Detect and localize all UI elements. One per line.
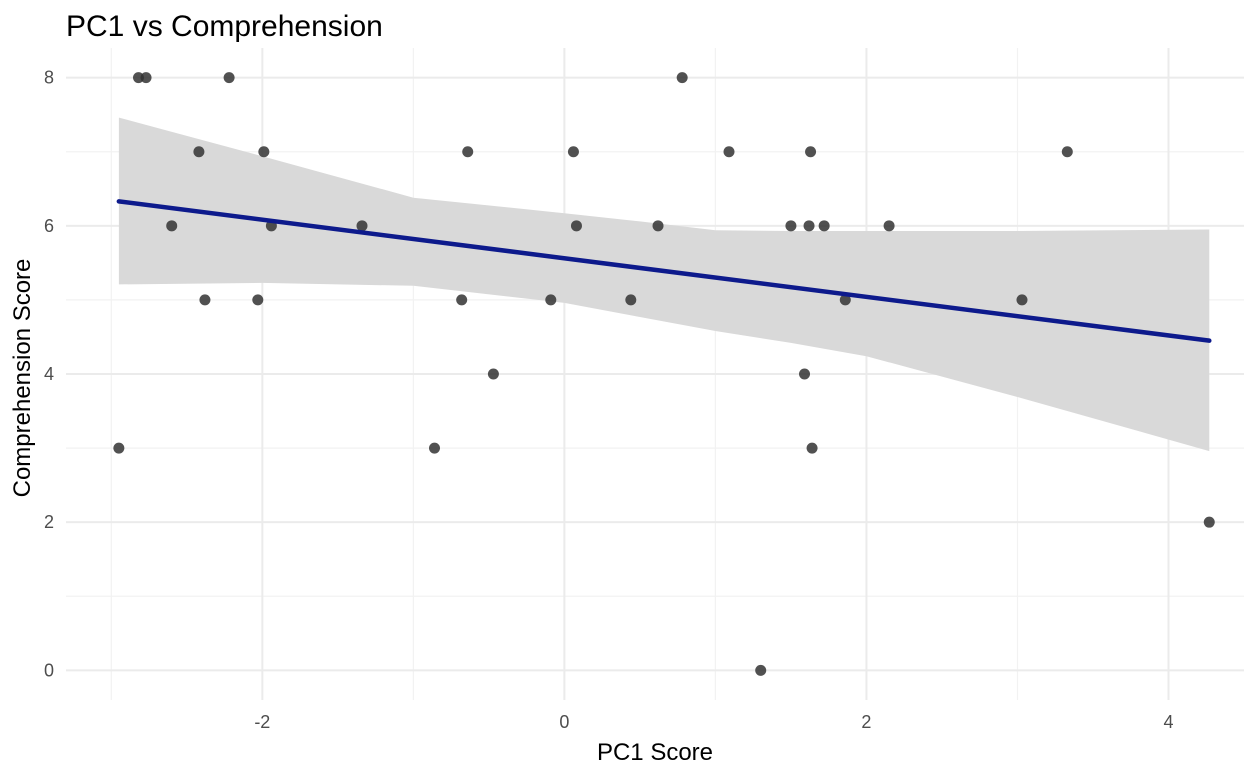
data-point xyxy=(140,72,152,84)
data-point xyxy=(785,220,797,232)
data-point xyxy=(193,146,205,158)
data-point xyxy=(356,220,368,232)
data-point xyxy=(803,220,815,232)
regression-line xyxy=(116,199,1212,343)
data-point xyxy=(799,368,811,380)
data-point xyxy=(462,146,474,158)
data-point xyxy=(132,72,144,84)
data-point xyxy=(625,294,637,306)
y-tick-label: 4 xyxy=(44,364,54,384)
y-tick-label: 8 xyxy=(44,68,54,88)
plot-grid xyxy=(66,48,1244,700)
data-point xyxy=(883,220,895,232)
data-points xyxy=(113,72,1215,676)
data-point xyxy=(805,146,817,158)
data-point xyxy=(818,220,830,232)
data-point xyxy=(723,146,735,158)
data-point xyxy=(839,294,851,306)
data-point xyxy=(676,72,688,84)
y-axis-title: Comprehension Score xyxy=(9,259,36,498)
y-tick-label: 2 xyxy=(44,512,54,532)
data-point xyxy=(487,368,499,380)
x-axis-ticks: -2 0 2 4 xyxy=(254,712,1173,732)
data-point xyxy=(1061,146,1073,158)
data-point xyxy=(806,442,818,454)
data-point xyxy=(755,664,767,676)
y-tick-label: 0 xyxy=(44,660,54,680)
data-point xyxy=(545,294,557,306)
data-point xyxy=(113,442,125,454)
x-tick-label: 0 xyxy=(559,712,569,732)
x-axis-title: PC1 Score xyxy=(597,739,713,766)
data-point xyxy=(456,294,468,306)
chart-title: PC1 vs Comprehension xyxy=(66,10,383,43)
data-point xyxy=(258,146,270,158)
data-point xyxy=(199,294,211,306)
y-axis-ticks: 0 2 4 6 8 xyxy=(44,68,54,681)
x-tick-label: -2 xyxy=(254,712,270,732)
data-point xyxy=(429,442,441,454)
x-tick-label: 4 xyxy=(1163,712,1173,732)
data-point xyxy=(652,220,664,232)
data-point xyxy=(252,294,264,306)
data-point xyxy=(223,72,235,84)
data-point xyxy=(1203,516,1215,528)
y-tick-label: 6 xyxy=(44,216,54,236)
confidence-band xyxy=(118,117,1210,452)
data-point xyxy=(166,220,178,232)
data-point xyxy=(570,220,582,232)
data-point xyxy=(567,146,579,158)
x-tick-label: 2 xyxy=(861,712,871,732)
data-point xyxy=(1016,294,1028,306)
